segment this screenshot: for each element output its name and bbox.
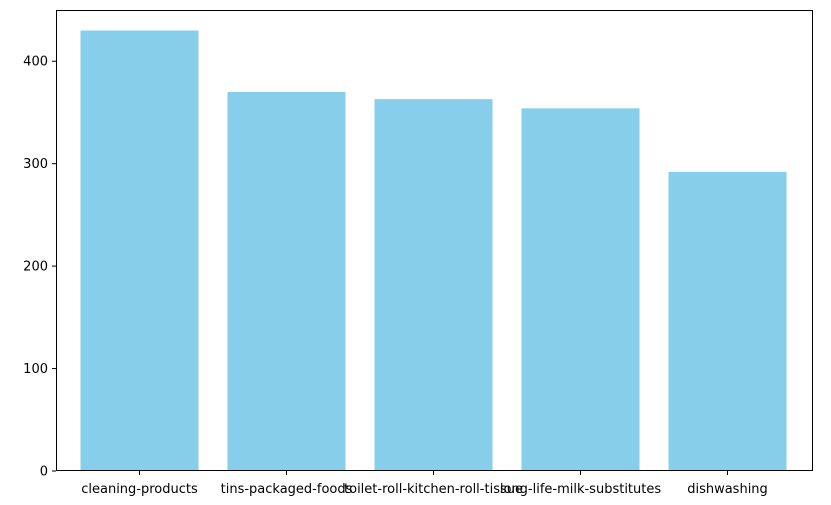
plot-frame <box>56 10 813 471</box>
y-tick-label: 100 <box>23 362 48 377</box>
x-axis: cleaning-products tins-packaged-foodstoil… <box>81 471 768 497</box>
y-tick-label: 200 <box>23 260 48 275</box>
bars-group <box>80 30 787 472</box>
bar-toilet-roll-kitchen-roll-tissue <box>374 99 493 472</box>
bar-tins-packaged-foods <box>227 91 346 471</box>
x-tick-label: dishwashing <box>687 482 768 497</box>
bar-dishwashing <box>668 171 787 471</box>
y-tick-label: 400 <box>23 55 48 70</box>
x-tick-label: cleaning-products <box>81 482 198 497</box>
x-tick-label: tins-packaged-foods <box>221 482 353 497</box>
bar-long-life-milk-substitutes <box>521 108 640 471</box>
x-tick-label: long-life-milk-substitutes <box>500 482 662 497</box>
y-tick-label: 300 <box>23 157 48 172</box>
y-axis: 0 100 200 300 400 <box>23 55 56 480</box>
bar-cleaning-products <box>80 30 199 471</box>
x-tick-label: toilet-roll-kitchen-roll-tissue <box>344 482 523 497</box>
y-tick-label: 0 <box>40 465 48 480</box>
